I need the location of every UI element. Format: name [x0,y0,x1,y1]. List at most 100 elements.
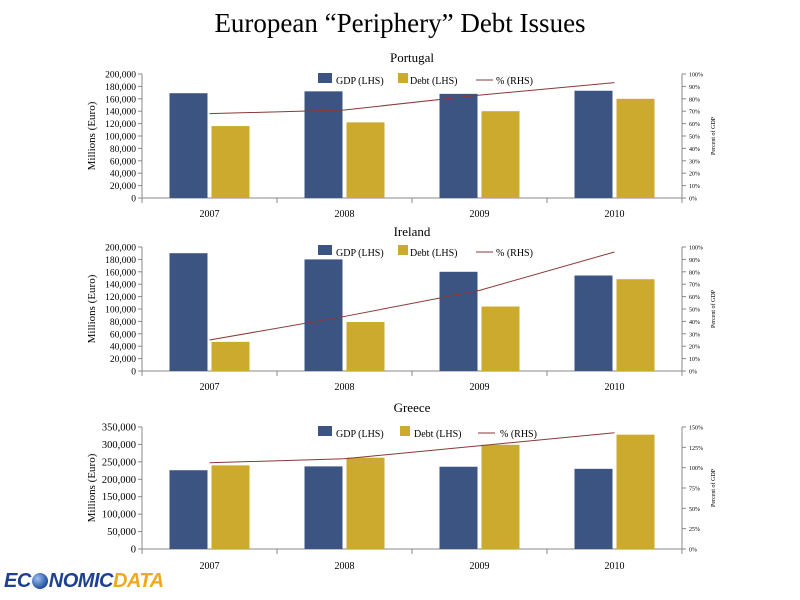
economicdata-logo: EC NOMICDATA [4,570,164,596]
gdp-bar [304,91,343,198]
category-label: 2010 [605,561,625,572]
left-tick-label: 20,000 [110,182,136,192]
right-tick-label: 40% [689,320,700,326]
y-axis-title: Millions (Euro) [86,101,98,170]
left-tick-label: 200,000 [102,475,136,486]
left-tick-label: 350,000 [102,423,136,434]
gdp-bar [439,466,478,549]
legend-gdp-swatch [318,245,332,255]
category-label: 2007 [200,382,220,393]
left-tick-label: 160,000 [105,95,136,105]
right-tick-label: 30% [689,332,700,338]
chart-greece: Greece 0 50,000 100,000 150,000 200,000 250,00… [86,400,717,572]
right-tick-label: 100% [689,246,703,252]
right-tick-label: 90% [689,85,700,91]
legend-pct-label: % (RHS) [500,429,537,440]
chart-ireland: Ireland 0 20,000 40,000 60,000 80,000 100,000 1… [86,224,717,393]
gdp-bar [169,253,208,371]
right-tick-label: 0% [689,370,697,376]
gdp-bar [574,90,613,198]
right-tick-label: 40% [689,147,700,153]
chart-title: Portugal [390,50,434,65]
left-tick-label: 180,000 [105,256,136,266]
chart-title: Ireland [394,224,431,239]
debt-bar [481,111,520,198]
category-label: 2008 [335,561,355,572]
left-tick-label: 100,000 [102,510,136,521]
debt-bar [346,322,385,371]
left-tick-label: 120,000 [105,120,136,130]
right-tick-label: 50% [689,135,700,141]
logo-part-3: DATA [112,570,164,592]
left-tick-label: 20,000 [110,355,136,365]
left-tick-label: 200,000 [105,244,136,254]
legend-gdp-swatch [318,73,332,83]
left-tick-label: 120,000 [105,293,136,303]
right-tick-label: 30% [689,159,700,165]
right-tick-label: 100% [689,466,703,472]
legend-debt-swatch [398,245,408,255]
legend-debt-swatch [398,73,408,83]
left-tick-label: 60,000 [110,157,136,167]
category-label: 2008 [335,382,355,393]
legend-debt-swatch [400,426,410,436]
chart-portugal: Portugal 0 20,000 40,000 60,000 80,000 100,000… [86,50,717,220]
gdp-bar [574,468,613,549]
legend-gdp-swatch [318,426,332,436]
percent-line [209,82,615,115]
right-tick-label: 150% [689,426,703,432]
legend-debt-label: Debt (LHS) [414,429,462,440]
legend-gdp-label: GDP (LHS) [336,248,384,259]
page-title: European “Periphery” Debt Issues [214,8,586,38]
right-tick-label: 10% [689,357,700,363]
right-tick-label: 0% [689,548,697,554]
left-tick-label: 300,000 [102,440,136,451]
left-tick-label: 80,000 [110,318,136,328]
left-tick-label: 150,000 [102,492,136,503]
y-axis-title: Millions (Euro) [86,274,98,343]
right-tick-label: 125% [689,446,703,452]
globe-icon [31,573,48,589]
debt-bar [481,444,520,549]
category-label: 2007 [200,561,220,572]
category-label: 2007 [200,209,220,220]
left-tick-label: 80,000 [110,145,136,155]
right-tick-label: 70% [689,283,700,289]
category-label: 2009 [470,382,490,393]
category-label: 2009 [470,209,490,220]
left-tick-label: 0 [131,368,136,378]
debt-bar [211,465,250,549]
gdp-bar [304,466,343,549]
debt-bar [616,434,655,549]
right-tick-label: 100% [689,73,703,79]
gdp-bar [439,93,478,198]
y-axis-right-title: Percent of GDP [710,289,717,328]
left-tick-label: 40,000 [110,343,136,353]
right-tick-label: 20% [689,172,700,178]
percent-line [209,251,615,341]
left-tick-label: 160,000 [105,268,136,278]
left-tick-label: 140,000 [105,108,136,118]
left-tick-label: 180,000 [105,83,136,93]
debt-bar [346,122,385,198]
left-tick-label: 0 [131,545,136,556]
category-label: 2009 [470,561,490,572]
left-tick-label: 100,000 [105,306,136,316]
right-tick-label: 60% [689,122,700,128]
left-tick-label: 40,000 [110,170,136,180]
gdp-bar [439,271,478,371]
gdp-bar [169,93,208,198]
left-tick-label: 50,000 [107,527,136,538]
left-tick-label: 250,000 [102,457,136,468]
category-label: 2010 [605,209,625,220]
legend-debt-label: Debt (LHS) [410,76,458,87]
category-label: 2008 [335,209,355,220]
left-tick-label: 0 [131,195,136,205]
right-tick-label: 25% [689,527,700,533]
right-tick-label: 80% [689,270,700,276]
right-tick-label: 0% [689,197,697,203]
chart-title: Greece [394,400,431,415]
right-tick-label: 10% [689,184,700,190]
left-tick-label: 60,000 [110,330,136,340]
right-tick-label: 70% [689,110,700,116]
